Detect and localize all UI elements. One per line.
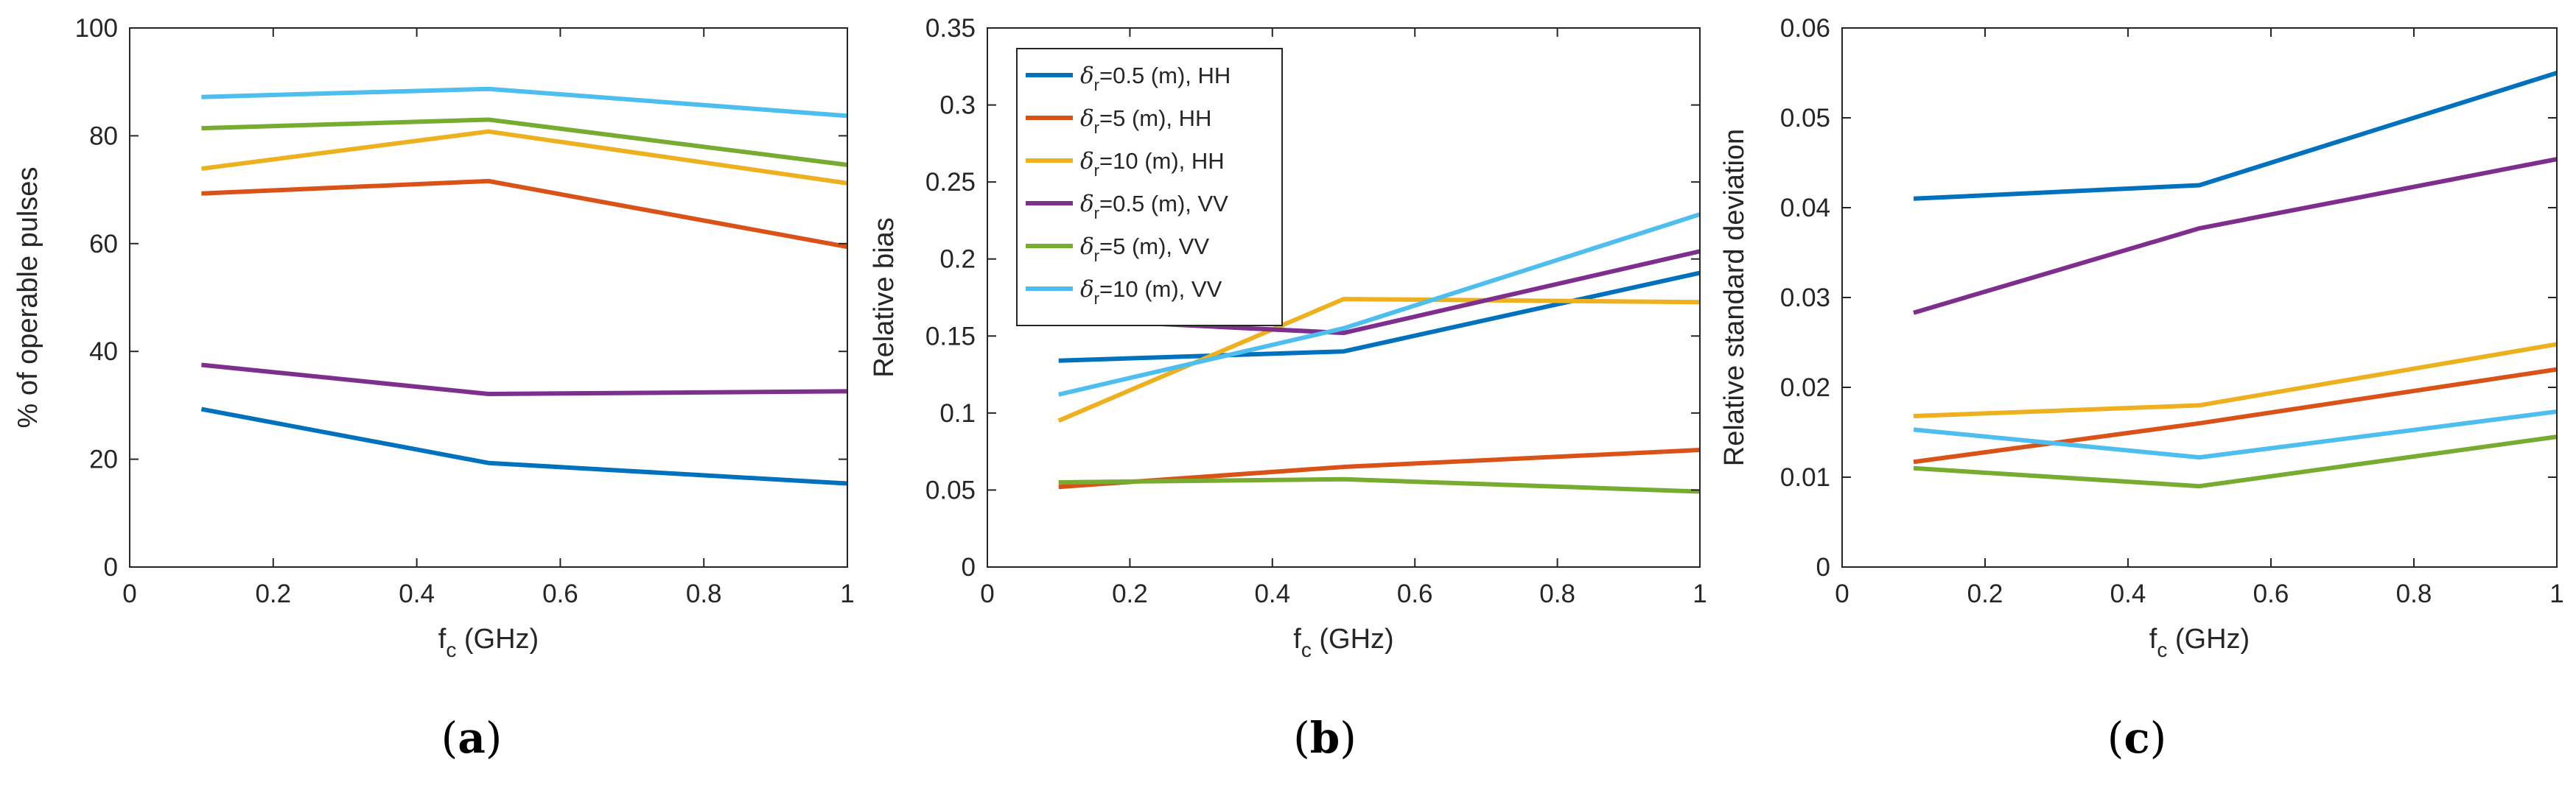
chart-panel-a: 0 0.2 0.4 0.6 0.8 1 0 20 40 60 80 100 fc (GHz) % of o… [13,14,855,763]
chart-panel-b: 0 0.2 0.4 0.6 0.8 1 0 0.05 0.1 0.15 0.2 0.25 0.3 0.35… [869,14,1707,763]
legend-entry: δr=0.5 (m), HH [1080,63,1231,94]
x-tick-label: 0.8 [2396,580,2432,608]
y-tick-label: 0.02 [1780,373,1830,402]
axes-box [987,27,1701,568]
x-tick-label: 0 [1835,580,1849,608]
y-axis-label: Relative bias [869,217,900,378]
series-line-6 [1913,409,2558,460]
series-line-3 [1913,342,2558,419]
y-axis-label: % of operable pulses [13,167,43,429]
x-tick-label: 0.8 [1539,580,1575,608]
x-tick-label: 1 [2549,580,2563,608]
series-line-1 [1913,71,2558,201]
x-tick-label: 0.4 [2110,580,2146,608]
series-line-6 [201,86,848,119]
legend-entry: δr=0.5 (m), VV [1080,191,1228,222]
y-tick-label: 0.2 [939,245,976,274]
y-tick-label: 0.3 [939,91,976,120]
y-tick-label: 0 [1816,553,1830,582]
y-tick-label: 20 [89,446,118,474]
series-line-2 [201,178,848,250]
legend-entry: δr=10 (m), HH [1080,148,1225,180]
y-tick-label: 100 [75,14,118,43]
x-tick-label: 0.4 [1254,580,1290,608]
legend-entry: δr=5 (m), HH [1080,105,1211,137]
x-tick-label: 0.4 [399,580,435,608]
chart-panel-c: 0 0.2 0.4 0.6 0.8 1 0 0.01 0.02 0.03 0.04 0.05 0.06 f… [1719,14,2564,763]
y-tick-label: 0.15 [925,322,976,351]
x-tick-label: 0.2 [255,580,291,608]
y-tick-label: 0 [104,553,118,582]
y-tick-label: 0.04 [1780,194,1830,222]
legend-box [1016,48,1283,326]
series-line-2 [1913,367,2558,465]
panel-label: (b) [1293,713,1357,763]
legend-entry: δr=5 (m), VV [1080,233,1209,265]
x-tick-label: 0.2 [1967,580,2003,608]
x-tick-label: 0.2 [1112,580,1148,608]
x-tick-label: 0.6 [2253,580,2289,608]
x-tick-label: 1 [1693,580,1707,608]
panel-label: (c) [2107,713,2167,763]
legend-entry: δr=10 (m), VV [1080,276,1222,308]
y-tick-label: 60 [89,230,118,258]
y-tick-label: 0.05 [925,476,976,504]
x-axis-label: fc (GHz) [1293,624,1393,661]
x-tick-label: 0.6 [1397,580,1433,608]
y-tick-label: 0 [962,553,976,582]
series-line-1 [200,406,848,486]
y-tick-label: 0.06 [1780,14,1830,43]
series-line-5 [1913,434,2558,489]
series-line-5 [201,117,848,167]
panel-label: (a) [441,713,503,763]
x-tick-label: 0 [122,580,136,608]
y-tick-label: 0.35 [925,14,976,43]
series-line-5 [1058,476,1701,494]
x-tick-label: 0 [980,580,994,608]
x-tick-label: 0.6 [542,580,578,608]
y-tick-label: 0.05 [1780,104,1830,133]
y-tick-label: 0.03 [1780,284,1830,312]
y-tick-label: 80 [89,122,118,150]
axes-box [129,27,848,568]
y-tick-label: 0.1 [939,399,976,428]
y-tick-label: 40 [89,337,118,366]
y-axis-label: Relative standard deviation [1719,129,1750,466]
legend: δr=0.5 (m), HH δr=5 (m), HH δr=10 (m), HH δ… [1016,48,1283,326]
x-axis-label: fc (GHz) [2149,624,2250,661]
x-tick-label: 1 [840,580,854,608]
series-line-3 [1057,297,1701,423]
series-line-6 [1058,212,1701,397]
series-line-4 [201,362,848,397]
y-tick-label: 0.01 [1780,463,1830,492]
series-line-3 [201,129,848,186]
y-tick-label: 0.25 [925,168,976,197]
x-tick-label: 0.8 [686,580,722,608]
x-axis-label: fc (GHz) [438,624,539,661]
series-line-4 [1913,157,2558,315]
